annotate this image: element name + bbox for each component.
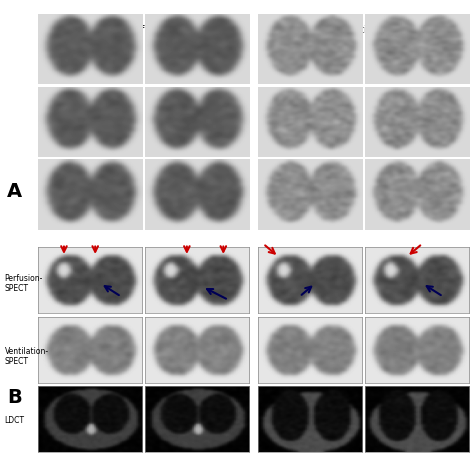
Text: Ventilation-
SPECT: Ventilation- SPECT: [5, 347, 49, 366]
Text: B: B: [7, 388, 22, 407]
Text: Planar ventilation scan: Planar ventilation scan: [300, 25, 428, 35]
Text: LDCT: LDCT: [5, 416, 25, 425]
Text: Planar perfusion scan: Planar perfusion scan: [83, 25, 204, 35]
Text: Perfusion-
SPECT: Perfusion- SPECT: [5, 274, 43, 293]
Text: A: A: [7, 182, 22, 202]
